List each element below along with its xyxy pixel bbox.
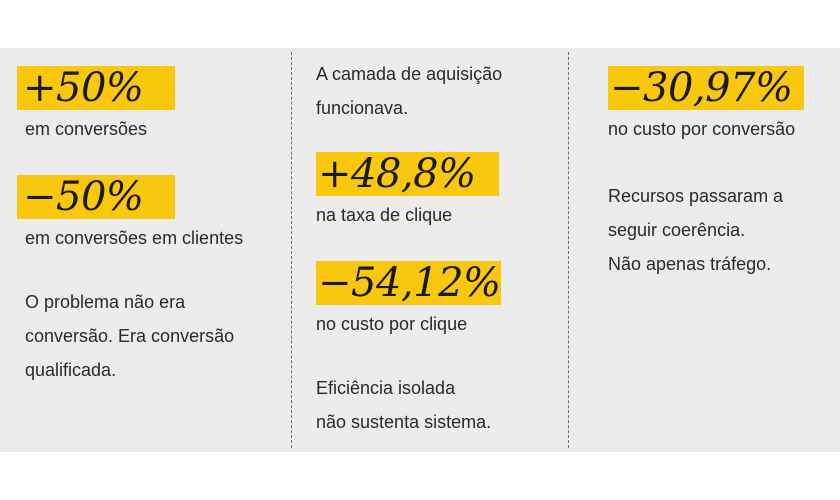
note-paragraph: Eficiência isolada não sustenta sistema. — [316, 371, 491, 439]
note-line: O problema não era — [25, 292, 186, 312]
note-paragraph: Recursos passaram a seguir coerência. Nã… — [608, 179, 783, 281]
note-line: seguir coerência. — [608, 220, 746, 240]
intro-paragraph: A camada de aquisição funcionava. — [316, 57, 502, 125]
stat-value: +48,8% — [318, 151, 476, 197]
intro-line: A camada de aquisição — [316, 64, 503, 84]
note-paragraph: O problema não era conversão. Era conver… — [25, 285, 234, 387]
note-line: conversão. Era conversão — [25, 326, 235, 346]
stat-label: na taxa de clique — [316, 205, 453, 225]
stat-label: no custo por conversão — [608, 119, 796, 139]
note-line: Não apenas tráfego. — [608, 254, 772, 274]
highlight-bar — [17, 175, 175, 219]
stat-value: −30,97% — [610, 65, 793, 111]
column-divider-1 — [291, 52, 292, 448]
intro-line: funcionava. — [316, 98, 409, 118]
stat-value: −54,12% — [318, 260, 501, 306]
note-line: não sustenta sistema. — [316, 412, 492, 432]
content-band — [0, 48, 840, 452]
stat-value: −50% — [23, 174, 144, 220]
stat-value: +50% — [23, 65, 144, 111]
stat-label: no custo por clique — [316, 314, 468, 334]
column-divider-2 — [568, 52, 569, 448]
stat-label: em conversões em clientes — [25, 228, 244, 248]
note-line: Eficiência isolada — [316, 378, 456, 398]
highlight-bar — [316, 152, 499, 196]
highlight-bar — [17, 66, 175, 110]
stat-label: em conversões — [25, 119, 148, 139]
highlight-bar — [316, 261, 501, 305]
note-line: Recursos passaram a — [608, 186, 784, 206]
highlight-bar — [608, 66, 804, 110]
note-line: qualificada. — [25, 360, 117, 380]
